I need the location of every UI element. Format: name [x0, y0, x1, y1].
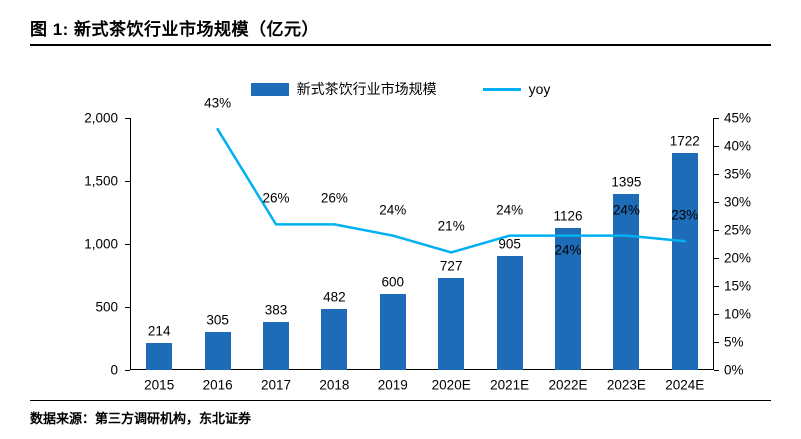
x-axis-label: 2021E — [490, 377, 530, 393]
bar-2020E — [438, 278, 465, 370]
left-axis-tick-label: 0 — [110, 362, 118, 378]
right-axis-tick-mark — [714, 341, 719, 343]
bar-2021E — [496, 255, 523, 370]
legend-line-swatch — [482, 87, 521, 91]
bar-value-label: 482 — [323, 289, 346, 305]
bar-value-label: 1722 — [669, 133, 700, 149]
yoy-value-label: 26% — [320, 190, 348, 206]
legend-item-market-size: 新式茶饮行业市场规模 — [250, 79, 437, 99]
chart: 0 500 1,000 1,500 2,000 0% 5% 10% 15% 20% 25% 30% 35… — [84, 96, 751, 393]
x-axis-label: 2018 — [319, 377, 350, 393]
bar-value-label: 305 — [206, 312, 229, 328]
yoy-value-label: 24% — [612, 202, 640, 218]
x-axis-label: 2020E — [431, 377, 471, 393]
bar-value-label: 383 — [264, 302, 288, 318]
bar-2015 — [146, 343, 173, 370]
right-axis-tick-mark — [714, 117, 719, 119]
x-axis-label: 2019 — [377, 377, 408, 393]
x-axis-label: 2016 — [202, 377, 233, 393]
right-axis-tick-label: 15% — [724, 278, 752, 294]
right-axis-tick-mark — [714, 285, 719, 287]
bar-value-label: 905 — [498, 236, 521, 252]
bar-value-label: 214 — [147, 323, 171, 339]
left-axis-tick-mark — [125, 180, 130, 182]
right-axis-tick-mark — [714, 229, 719, 231]
right-axis-tick-mark — [714, 201, 719, 203]
legend-label: yoy — [528, 81, 551, 97]
figure-title: 图 1: 新式茶饮行业市场规模（亿元） — [30, 20, 320, 39]
right-axis-tick-label: 20% — [724, 250, 752, 266]
left-axis-tick-label: 1,500 — [84, 173, 118, 189]
bar-value-label: 600 — [381, 274, 405, 290]
right-axis-tick-label: 0% — [724, 362, 744, 378]
chart-legend: 新式茶饮行业市场规模 yoy — [0, 79, 801, 99]
footer-rule — [30, 400, 771, 401]
bar-2019 — [379, 294, 406, 370]
yoy-value-label: 23% — [671, 207, 699, 223]
legend-item-yoy: yoy — [482, 81, 551, 97]
yoy-value-label: 21% — [437, 218, 465, 234]
bar-2023E — [613, 194, 640, 370]
left-axis-tick-mark — [125, 369, 130, 371]
x-axis-label: 2024E — [665, 377, 705, 393]
right-axis-tick-mark — [714, 145, 719, 147]
data-source: 数据来源：第三方调研机构，东北证券 — [30, 411, 252, 426]
bar-2022E — [555, 228, 581, 370]
right-axis-tick-label: 40% — [724, 138, 752, 154]
bar-value-label: 727 — [439, 258, 463, 274]
plot-area — [130, 118, 714, 370]
legend-bar-swatch — [250, 82, 289, 96]
title-rule — [30, 44, 771, 46]
right-axis-tick-label: 5% — [724, 334, 744, 350]
bar-2024E — [671, 153, 698, 370]
left-axis-tick-label: 500 — [95, 299, 118, 315]
bar-value-label: 1126 — [553, 208, 583, 224]
right-axis-tick-mark — [714, 173, 719, 175]
yoy-value-label: 43% — [204, 95, 232, 111]
legend-label: 新式茶饮行业市场规模 — [296, 81, 437, 97]
right-axis-tick-label: 30% — [724, 194, 752, 210]
left-axis-tick-mark — [125, 117, 130, 119]
left-axis-tick-mark — [125, 306, 130, 308]
yoy-value-label: 24% — [379, 202, 407, 218]
right-axis-tick-label: 45% — [724, 110, 752, 126]
right-axis-tick-mark — [714, 257, 719, 259]
yoy-value-label: 26% — [262, 190, 290, 206]
x-axis-label: 2023E — [606, 377, 646, 393]
x-axis-label: 2015 — [144, 377, 175, 393]
x-axis-label: 2022E — [548, 377, 588, 393]
bar-value-label: 1395 — [611, 174, 642, 190]
left-axis-tick-label: 1,000 — [84, 236, 118, 252]
right-axis-tick-label: 35% — [724, 166, 752, 182]
yoy-value-label: 24% — [496, 202, 524, 218]
yoy-value-label: 24% — [554, 242, 582, 258]
x-axis-label: 2017 — [260, 377, 292, 393]
bar-2018 — [321, 309, 348, 370]
right-axis-tick-mark — [714, 369, 719, 371]
right-axis-tick-mark — [714, 313, 719, 315]
left-axis-tick-mark — [125, 243, 130, 245]
right-axis-tick-label: 10% — [724, 306, 752, 322]
yoy-line — [216, 127, 687, 254]
bar-2017 — [263, 321, 289, 370]
left-axis-tick-label: 2,000 — [84, 110, 118, 126]
right-axis-tick-label: 25% — [724, 222, 752, 238]
bar-2016 — [204, 331, 231, 370]
